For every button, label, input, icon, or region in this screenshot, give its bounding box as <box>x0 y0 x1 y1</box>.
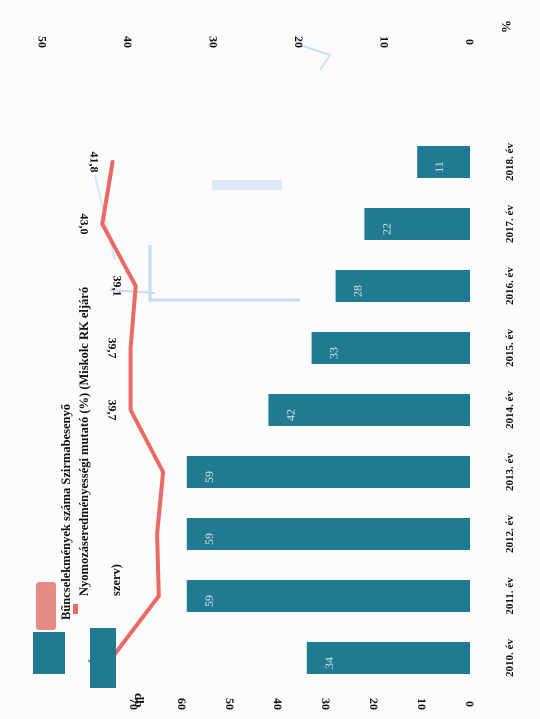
series-line <box>100 160 166 660</box>
right-axis-tick: 10 <box>378 36 392 48</box>
line-series <box>100 160 166 660</box>
right-axis-unit: % <box>499 20 514 33</box>
bar <box>364 208 470 240</box>
right-axis-tick: 40 <box>121 36 135 48</box>
legend-swatch-line <box>36 582 56 630</box>
left-axis-tick: 40 <box>271 698 285 710</box>
bar-value-label: 22 <box>379 223 393 235</box>
category-labels: 2010. év 2011. év 2012. év 2013. év 2014. év… <box>504 143 516 677</box>
line-value-label: 39,7 <box>106 338 120 359</box>
bar-value-label: 28 <box>351 285 365 297</box>
line-value-label: 39,1 <box>111 276 125 297</box>
right-axis-tick: 20 <box>292 36 306 48</box>
bar-value-label: 11 <box>432 161 446 173</box>
category-label: 2013. év <box>504 453 516 491</box>
bar <box>311 332 470 364</box>
left-axis-unit: db <box>132 693 147 707</box>
line-value-label: 39,7 <box>106 400 120 421</box>
bar-value-label: 59 <box>202 533 216 545</box>
left-axis-ticks: 0 10 20 30 40 50 60 70 <box>127 698 477 710</box>
bar-value-label: 34 <box>322 657 336 669</box>
line-value-label: 41,8 <box>88 152 102 173</box>
category-label: 2015. év <box>504 329 516 367</box>
left-axis-tick: 30 <box>319 698 333 710</box>
left-axis-tick: 20 <box>367 698 381 710</box>
category-label: 2016. év <box>504 267 516 305</box>
right-axis-tick: 0 <box>463 39 477 45</box>
bar <box>186 580 471 612</box>
left-axis-tick: 0 <box>463 701 477 707</box>
bar <box>417 146 470 178</box>
bar <box>335 270 470 302</box>
bar-value-label: 59 <box>202 595 216 607</box>
left-axis-tick: 60 <box>175 698 189 710</box>
bar <box>306 642 470 674</box>
bar-value-label: 42 <box>283 409 297 421</box>
left-axis-tick: 70 <box>127 698 141 710</box>
legend-line-marker <box>73 604 78 614</box>
category-label: 2014. év <box>504 391 516 429</box>
category-label: 2017. év <box>504 205 516 243</box>
legend: Bűncselekmények száma Szirmabesenyő Nyom… <box>33 287 123 688</box>
right-axis-ticks: 0 10 20 30 40 50 <box>36 36 478 48</box>
legend-tile <box>90 628 116 688</box>
line-value-label: 43,0 <box>77 214 91 235</box>
right-axis-tick: 50 <box>36 36 50 48</box>
right-axis-tick: 30 <box>207 36 221 48</box>
category-label: 2010. év <box>504 639 516 677</box>
scan-artifacts <box>94 44 332 302</box>
left-axis-tick: 10 <box>415 698 429 710</box>
bar-value-label: 33 <box>327 347 341 359</box>
category-label: 2011. év <box>504 577 516 615</box>
category-label: 2018. év <box>504 143 516 181</box>
bar <box>268 394 470 426</box>
legend-swatch-bars <box>33 632 65 674</box>
legend-label-bars: Bűncselekmények száma Szirmabesenyő <box>59 404 73 620</box>
bar-value-label: 59 <box>202 471 216 483</box>
category-label: 2012. év <box>504 515 516 553</box>
left-axis-tick: 50 <box>223 698 237 710</box>
bar-labels: 34 59 59 59 42 33 28 22 11 <box>202 161 446 669</box>
bar <box>186 518 471 550</box>
legend-label-line-1: Nyomozáseredményességi mutató (%) (Misko… <box>77 287 91 596</box>
legend-label-line-2: szerv) <box>109 564 123 596</box>
bar <box>186 456 471 488</box>
bars <box>186 146 471 674</box>
